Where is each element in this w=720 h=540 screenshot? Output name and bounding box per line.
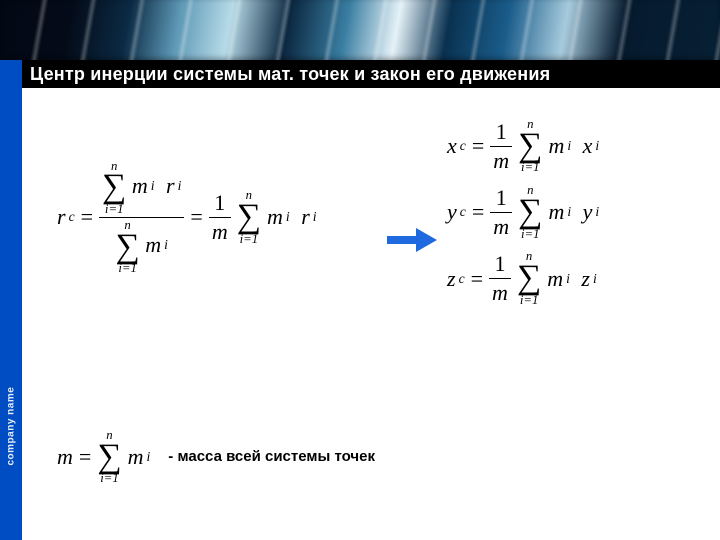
formula-components: xc = 1 m n ∑ i=1 mi xi — [447, 118, 700, 317]
xi-sub: i — [595, 138, 599, 154]
sum-lower-y: i=1 — [518, 228, 542, 241]
mi-mass: m — [128, 444, 144, 470]
mi-sub-z: i — [566, 271, 570, 287]
yc-sub: c — [460, 204, 466, 220]
m-lhs: m — [57, 444, 73, 470]
left-sidebar — [0, 60, 22, 540]
mi-sub-mass: i — [147, 449, 151, 465]
sum-lower-1: i=1 — [102, 203, 126, 216]
sigma-3: ∑ — [237, 202, 261, 233]
sigma-m: ∑ — [97, 442, 121, 473]
zi-sub: i — [593, 271, 597, 287]
sigma-x: ∑ — [518, 131, 542, 162]
yc-var: y — [447, 199, 457, 225]
equals-1: = — [81, 204, 93, 230]
mi-sub-2: i — [164, 237, 168, 253]
slide-title-bar: Центр инерции системы мат. точек и закон… — [22, 60, 720, 88]
mi-sub-y: i — [567, 204, 571, 220]
zi: z — [581, 266, 590, 292]
mi-1: m — [132, 173, 148, 199]
var-r: r — [57, 204, 66, 230]
ri-sub-3: i — [313, 209, 317, 225]
sum-lower-z: i=1 — [517, 294, 541, 307]
equals-z: = — [471, 266, 483, 292]
formula-center-of-mass-vector: rc = n ∑ i=1 mi ri — [57, 160, 377, 275]
sigma-2: ∑ — [115, 232, 139, 263]
ri-3: r — [301, 204, 310, 230]
mi-2: m — [145, 232, 161, 258]
formula-yc: yc = 1 m n ∑ i=1 mi yi — [447, 184, 599, 240]
fraction-1-over-m-a: 1 m — [209, 190, 231, 245]
mi-sub-x: i — [567, 138, 571, 154]
yi: y — [583, 199, 593, 225]
equals-2: = — [190, 204, 202, 230]
mi-z: m — [547, 266, 563, 292]
zc-var: z — [447, 266, 456, 292]
m-den-z: m — [489, 279, 511, 306]
mass-note: - масса всей системы точек — [168, 448, 375, 465]
sigma-z: ∑ — [517, 263, 541, 294]
formula-total-mass: m = n ∑ i=1 mi — [57, 429, 150, 485]
equals-m: = — [79, 444, 91, 470]
banner-decoration — [0, 0, 720, 60]
company-label: company name — [6, 387, 17, 466]
sum-lower-m: i=1 — [97, 472, 121, 485]
equals-x: = — [472, 133, 484, 159]
ri-1: r — [166, 173, 175, 199]
ri-sub-1: i — [178, 178, 182, 194]
mi-x: m — [548, 133, 564, 159]
m-den-y: m — [490, 213, 512, 240]
fraction-sum-over-sum: n ∑ i=1 mi ri n ∑ i=1 — [99, 160, 184, 275]
xi: x — [583, 133, 593, 159]
xc-var: x — [447, 133, 457, 159]
m-den-x: m — [490, 147, 512, 174]
one-a: 1 — [209, 190, 231, 218]
formula-row-main: rc = n ∑ i=1 mi ri — [57, 118, 700, 317]
mi-sub-1: i — [151, 178, 155, 194]
sum-lower-2: i=1 — [115, 262, 139, 275]
formula-xc: xc = 1 m n ∑ i=1 mi xi — [447, 118, 599, 174]
zc-sub: c — [459, 271, 465, 287]
slide-content: rc = n ∑ i=1 mi ri — [22, 88, 720, 540]
one-z: 1 — [489, 251, 511, 279]
sigma-y: ∑ — [518, 197, 542, 228]
formula-row-mass: m = n ∑ i=1 mi - масса всей системы точе… — [57, 429, 375, 485]
mi-3: m — [267, 204, 283, 230]
one-y: 1 — [490, 185, 512, 213]
arrow-icon — [377, 180, 447, 255]
sum-lower-3: i=1 — [237, 233, 261, 246]
sum-lower-x: i=1 — [518, 161, 542, 174]
sub-c: c — [69, 209, 75, 225]
m-den-a: m — [209, 218, 231, 245]
sigma-1: ∑ — [102, 172, 126, 203]
xc-sub: c — [460, 138, 466, 154]
equals-y: = — [472, 199, 484, 225]
mi-y: m — [548, 199, 564, 225]
formula-zc: zc = 1 m n ∑ i=1 mi zi — [447, 250, 597, 306]
yi-sub: i — [595, 204, 599, 220]
one-x: 1 — [490, 119, 512, 147]
mi-sub-3: i — [286, 209, 290, 225]
slide-title: Центр инерции системы мат. точек и закон… — [30, 64, 550, 85]
